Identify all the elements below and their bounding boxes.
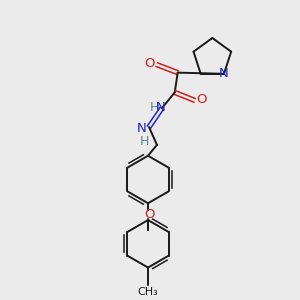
Text: O: O [145, 208, 155, 220]
Text: O: O [145, 57, 155, 70]
Text: N: N [156, 101, 166, 114]
Text: H: H [149, 101, 159, 114]
Text: O: O [196, 93, 207, 106]
Text: N: N [219, 67, 229, 80]
Text: H: H [140, 135, 149, 148]
Text: CH₃: CH₃ [138, 287, 158, 297]
Text: N: N [137, 122, 147, 134]
